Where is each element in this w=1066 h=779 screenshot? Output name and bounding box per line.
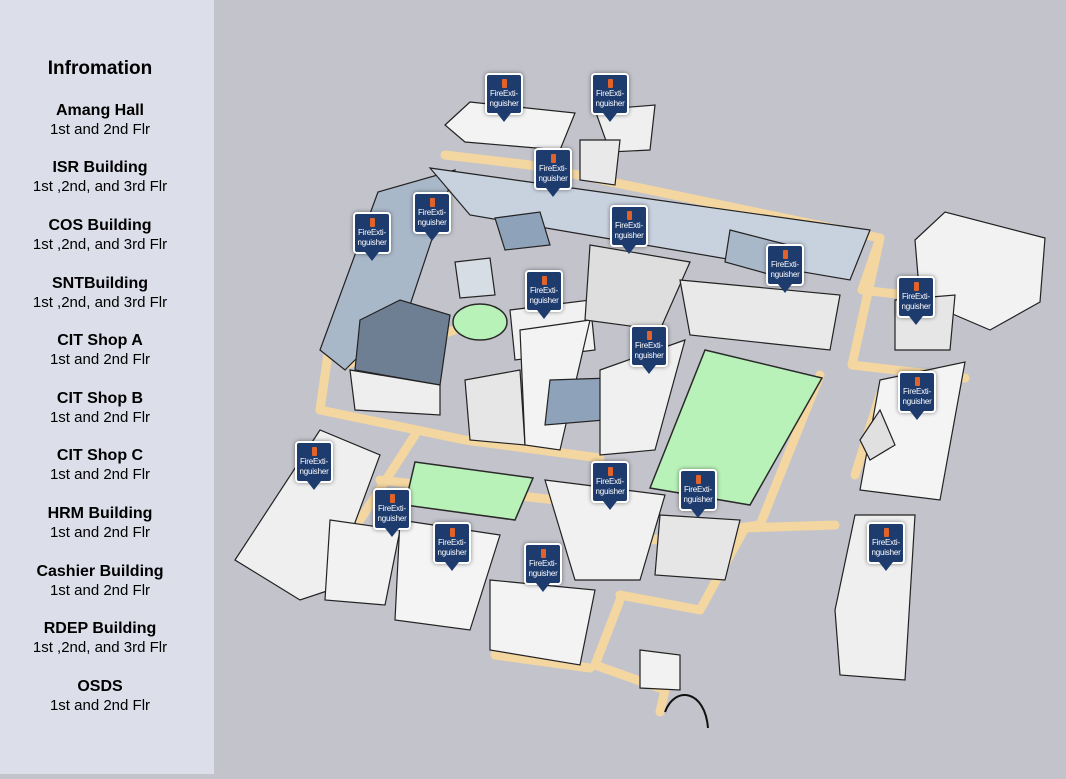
- fire-extinguisher-icon: [696, 475, 701, 484]
- fire-extinguisher-icon: [647, 331, 652, 340]
- round-lawn: [452, 303, 508, 341]
- building-entry-cit-shop-b: CIT Shop B 1st and 2nd Flr: [0, 389, 200, 427]
- fire-extinguisher-icon: [312, 447, 317, 456]
- building-entry-cit-shop-c: CIT Shop C 1st and 2nd Flr: [0, 446, 200, 484]
- building-floors: 1st ,2nd, and 3rd Flr: [32, 236, 168, 253]
- building-name: OSDS: [77, 678, 123, 695]
- fire-extinguisher-icon: [551, 154, 556, 163]
- fire-extinguisher-marker[interactable]: FireExti-nguisher: [679, 469, 717, 521]
- fire-extinguisher-marker[interactable]: FireExti-nguisher: [485, 73, 523, 125]
- building-floors: 1st and 2nd Flr: [49, 121, 151, 138]
- campus-map[interactable]: FireExti-nguisher FireExti-nguisher Fire…: [214, 0, 1066, 774]
- fire-extinguisher-icon: [541, 549, 546, 558]
- building-entry-cit-shop-a: CIT Shop A 1st and 2nd Flr: [0, 331, 200, 369]
- building-entry-isr: ISR Building 1st ,2nd, and 3rd Flr: [0, 158, 200, 196]
- building-name: Amang Hall: [55, 102, 144, 119]
- building-floors: 1st ,2nd, and 3rd Flr: [32, 178, 168, 195]
- fire-extinguisher-icon: [627, 211, 632, 220]
- gate-arch: [664, 694, 709, 729]
- building-name: RDEP Building: [43, 620, 157, 637]
- building-floors: 1st and 2nd Flr: [49, 409, 151, 426]
- info-sidebar: Infromation Amang Hall 1st and 2nd Flr I…: [0, 0, 214, 774]
- building-name: CIT Shop C: [56, 447, 144, 464]
- fire-extinguisher-marker[interactable]: FireExti-nguisher: [766, 244, 804, 296]
- building-floors: 1st and 2nd Flr: [49, 582, 151, 599]
- building-entry-cos: COS Building 1st ,2nd, and 3rd Flr: [0, 216, 200, 254]
- fire-extinguisher-icon: [450, 528, 455, 537]
- fire-extinguisher-icon: [430, 198, 435, 207]
- fire-extinguisher-marker[interactable]: FireExti-nguisher: [353, 212, 391, 264]
- fire-extinguisher-marker[interactable]: FireExti-nguisher: [295, 441, 333, 493]
- fire-extinguisher-marker[interactable]: FireExti-nguisher: [898, 371, 936, 423]
- fire-extinguisher-icon: [370, 218, 375, 227]
- fire-extinguisher-icon: [783, 250, 788, 259]
- fire-extinguisher-marker[interactable]: FireExti-nguisher: [525, 270, 563, 322]
- fire-extinguisher-icon: [390, 494, 395, 503]
- building-name: HRM Building: [47, 505, 153, 522]
- building-name: ISR Building: [52, 159, 148, 176]
- building-name: SNTBuilding: [52, 275, 148, 292]
- building-name: COS Building: [48, 217, 152, 234]
- building-floors: 1st ,2nd, and 3rd Flr: [32, 294, 168, 311]
- building-floors: 1st ,2nd, and 3rd Flr: [32, 639, 168, 656]
- fire-extinguisher-marker[interactable]: FireExti-nguisher: [413, 192, 451, 244]
- building-floors: 1st and 2nd Flr: [49, 697, 151, 714]
- fire-extinguisher-icon: [884, 528, 889, 537]
- fire-extinguisher-icon: [915, 377, 920, 386]
- building-name: CIT Shop A: [57, 332, 143, 349]
- building-name: Cashier Building: [36, 563, 164, 580]
- fire-extinguisher-icon: [608, 79, 613, 88]
- building-floors: 1st and 2nd Flr: [49, 466, 151, 483]
- fire-extinguisher-marker[interactable]: FireExti-nguisher: [524, 543, 562, 595]
- building-entry-rdep: RDEP Building 1st ,2nd, and 3rd Flr: [0, 619, 200, 657]
- fire-extinguisher-marker[interactable]: FireExti-nguisher: [591, 73, 629, 125]
- fire-extinguisher-marker[interactable]: FireExti-nguisher: [867, 522, 905, 574]
- fire-extinguisher-marker[interactable]: FireExti-nguisher: [433, 522, 471, 574]
- fire-extinguisher-icon: [608, 467, 613, 476]
- building-entry-hrm: HRM Building 1st and 2nd Flr: [0, 504, 200, 542]
- building-entry-osds: OSDS 1st and 2nd Flr: [0, 677, 200, 715]
- building-floors: 1st and 2nd Flr: [49, 351, 151, 368]
- fire-extinguisher-marker[interactable]: FireExti-nguisher: [373, 488, 411, 540]
- fire-extinguisher-icon: [502, 79, 507, 88]
- small-lawn: [404, 461, 535, 521]
- building-entry-cashier: Cashier Building 1st and 2nd Flr: [0, 562, 200, 600]
- sidebar-title: Infromation: [47, 58, 153, 79]
- campus-map-drawing: [234, 101, 1046, 729]
- building-entry-snt: SNTBuilding 1st ,2nd, and 3rd Flr: [0, 274, 200, 312]
- fire-extinguisher-icon: [542, 276, 547, 285]
- building-entry-amang-hall: Amang Hall 1st and 2nd Flr: [0, 101, 200, 139]
- building-name: CIT Shop B: [56, 390, 144, 407]
- large-lawn: [648, 349, 824, 506]
- fire-extinguisher-marker[interactable]: FireExti-nguisher: [630, 325, 668, 377]
- fire-extinguisher-marker[interactable]: FireExti-nguisher: [591, 461, 629, 513]
- fire-extinguisher-icon: [914, 282, 919, 291]
- fire-extinguisher-marker[interactable]: FireExti-nguisher: [610, 205, 648, 257]
- fire-extinguisher-marker[interactable]: FireExti-nguisher: [534, 148, 572, 200]
- building-floors: 1st and 2nd Flr: [49, 524, 151, 541]
- fire-extinguisher-marker[interactable]: FireExti-nguisher: [897, 276, 935, 328]
